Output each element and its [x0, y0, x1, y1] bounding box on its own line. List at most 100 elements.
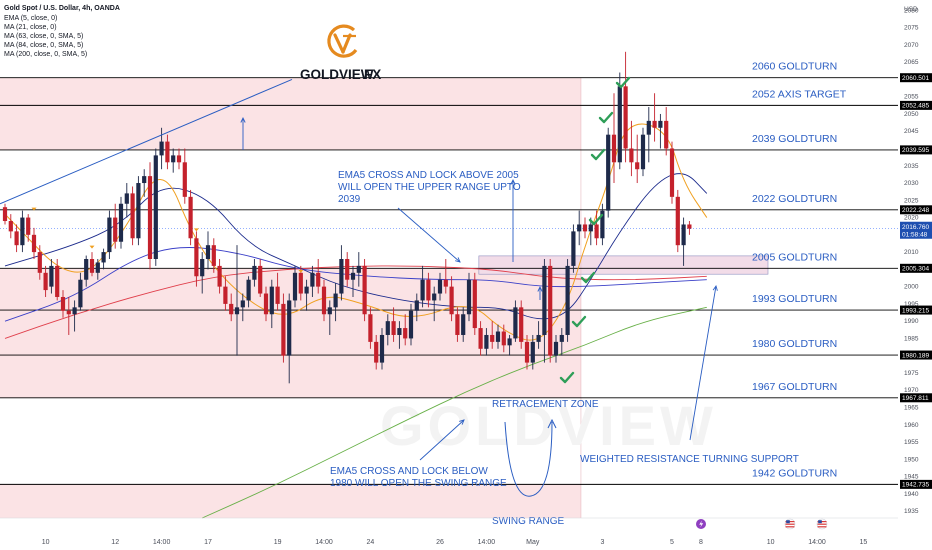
candle — [142, 169, 147, 197]
candle — [362, 259, 367, 322]
price-axis-bg — [898, 0, 932, 518]
trend-lines — [0, 78, 304, 273]
candle — [635, 134, 640, 184]
annotation-upper-range: WILL OPEN THE UPPER RANGE UPTO — [338, 182, 521, 193]
time-axis[interactable]: 10 12 14:00 17 19 14:00 24 26 14:00 May 3 5 8 10 14:00… — [42, 539, 868, 546]
ma63-line — [4, 247, 707, 322]
y-tick-label: 2050 — [904, 111, 919, 118]
level-label: 1967 GOLDTURN — [752, 381, 837, 393]
candle — [646, 107, 651, 163]
candle — [78, 272, 83, 311]
candle — [629, 120, 634, 177]
check-icon — [615, 76, 631, 89]
goldview-logo-icon — [327, 24, 358, 58]
y-tick-label: 1995 — [904, 301, 919, 308]
arrow-head — [455, 257, 461, 263]
candle — [258, 259, 263, 297]
logo-name: GOLDVIEW — [300, 67, 374, 82]
price-tag-label: 2060.501 — [902, 75, 929, 82]
price-tag — [900, 479, 932, 489]
y-tick-label: 1955 — [904, 439, 919, 446]
candle — [310, 265, 315, 297]
candle — [304, 279, 309, 311]
annotation-swing-note: 1980 WILL OPEN THE SWING RANGE — [330, 478, 507, 489]
candle — [536, 321, 541, 349]
candle — [675, 189, 680, 253]
candle — [455, 307, 460, 342]
candle — [652, 93, 657, 142]
candle — [200, 252, 205, 294]
x-tick-label: May — [526, 539, 540, 546]
x-tick-label: 26 — [436, 539, 444, 546]
y-tick-label: 2045 — [904, 128, 919, 135]
candle — [484, 328, 489, 356]
candle — [437, 272, 443, 301]
annotation-retracement-zone: RETRACEMENT ZONE — [492, 399, 599, 410]
y-tick-label: 1990 — [904, 318, 919, 325]
candle — [379, 328, 385, 370]
candle — [55, 259, 60, 301]
x-tick-label: 14:00 — [808, 539, 826, 546]
candle — [165, 134, 170, 170]
price-tag — [900, 393, 932, 403]
price-tag — [900, 305, 932, 315]
candle — [37, 245, 42, 280]
x-tick-label: 3 — [600, 539, 604, 546]
candle — [136, 176, 141, 246]
candle — [43, 265, 48, 297]
y-tick-label: 2035 — [904, 163, 919, 170]
candle — [153, 148, 158, 266]
candle — [321, 279, 327, 322]
price-tag-label: 1942.735 — [902, 482, 929, 489]
lower-zone — [0, 484, 581, 518]
candle — [263, 286, 269, 322]
candle — [519, 300, 524, 349]
candle — [385, 314, 390, 346]
shaded-zones — [0, 77, 769, 518]
arrow-head — [510, 178, 516, 185]
arrow-head — [537, 285, 543, 292]
candle — [669, 141, 675, 204]
candle — [553, 334, 559, 363]
current-price-label: 2016.760 — [902, 224, 929, 231]
candle — [548, 259, 553, 363]
candle — [269, 279, 274, 329]
level-label: 2039 GOLDTURN — [752, 133, 837, 145]
candle — [217, 259, 222, 294]
candle — [414, 293, 419, 322]
y-tick-label: 2020 — [904, 215, 919, 222]
candle — [507, 334, 512, 356]
y-tick-label: 2070 — [904, 42, 919, 49]
candle — [617, 72, 622, 170]
candle — [345, 252, 350, 287]
candle — [72, 300, 77, 332]
annotation-arrow — [419, 419, 465, 461]
y-tick-label: 2065 — [904, 59, 919, 66]
indicator-ma63: MA (63, close, 0, SMA, 5) — [4, 33, 83, 40]
candle — [687, 221, 692, 235]
candle — [229, 293, 234, 322]
x-tick-label: 17 — [204, 539, 212, 546]
price-axis-unit: USD — [904, 6, 918, 13]
candle — [664, 107, 669, 156]
arrow-head — [459, 419, 465, 425]
candle — [403, 314, 408, 346]
candle — [350, 265, 356, 297]
y-tick-label: 2025 — [904, 197, 919, 204]
candle — [333, 283, 338, 322]
level-label: 1993 GOLDTURN — [752, 293, 837, 305]
candle — [84, 255, 89, 287]
annotation-upper-range: 2039 — [338, 194, 361, 205]
candle — [606, 127, 611, 218]
level-label: 2052 AXIS TARGET — [752, 88, 847, 100]
candle — [466, 272, 472, 322]
candle — [246, 276, 251, 308]
event-icons[interactable] — [696, 518, 828, 530]
candle — [658, 113, 663, 149]
arrow-head — [712, 284, 718, 291]
candle — [594, 210, 599, 246]
y-tick-label: 1970 — [904, 387, 919, 394]
candle — [461, 307, 466, 342]
candle — [582, 217, 588, 239]
